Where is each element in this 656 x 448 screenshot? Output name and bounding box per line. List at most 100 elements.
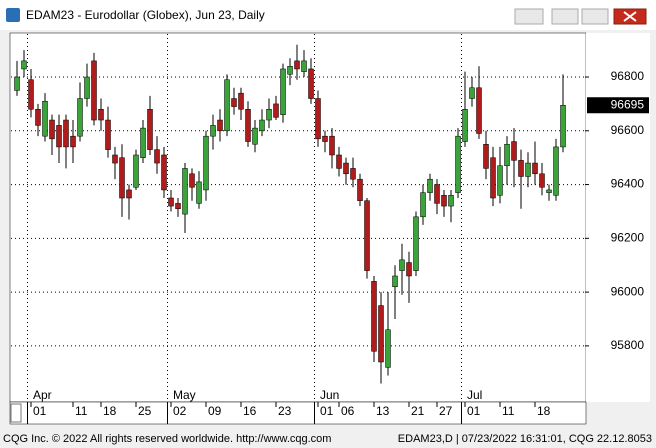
candle-body <box>119 157 125 199</box>
y-tick-label: 96800 <box>611 69 645 83</box>
app-icon <box>6 8 20 22</box>
candle-body <box>217 119 223 132</box>
candle-body <box>182 168 188 215</box>
candle-body <box>371 281 377 352</box>
candle-body <box>77 98 83 137</box>
candle-body <box>518 160 524 177</box>
candle-body <box>399 259 405 271</box>
candle-body <box>28 79 34 110</box>
candle-body <box>56 125 62 148</box>
candle-body <box>168 197 174 207</box>
x-tick-label: 23 <box>278 404 292 418</box>
candle-body <box>434 184 440 204</box>
footer-left: CQG Inc. © 2022 All rights reserved worl… <box>3 433 331 445</box>
candle-body <box>203 135 209 191</box>
x-tick-label: 11 <box>502 404 515 418</box>
candle-body <box>406 262 412 277</box>
candle-body <box>441 195 447 207</box>
candle-body <box>329 135 335 156</box>
footer-right: EDAM23,D | 07/23/2022 16:31:01, CQG 22.1… <box>398 433 652 445</box>
y-tick-label: 96200 <box>611 231 645 245</box>
candle-body <box>420 192 426 218</box>
candle-body <box>210 125 216 137</box>
candle-body <box>70 135 76 148</box>
x-tick-label: 02 <box>173 404 187 418</box>
candle-body <box>553 146 559 196</box>
candle-body <box>539 173 545 188</box>
candle-body <box>336 154 342 169</box>
candle-body <box>322 135 328 142</box>
candle-body <box>126 189 132 199</box>
candle-body <box>476 87 482 134</box>
x-tick-label: 25 <box>138 404 152 418</box>
candle-body <box>448 195 454 207</box>
close-icon <box>623 11 637 22</box>
candle-body <box>21 60 27 70</box>
candle-body <box>35 109 41 126</box>
candle-body <box>308 68 314 99</box>
price-axis <box>586 33 650 402</box>
candle-body <box>238 92 244 110</box>
scroll-handle[interactable] <box>10 403 22 423</box>
x-tick-label: 11 <box>75 404 88 418</box>
candle-body <box>364 200 370 271</box>
candle-body <box>112 154 118 164</box>
candle-body <box>315 98 321 140</box>
candle-body <box>546 189 552 193</box>
candle-body <box>490 157 496 199</box>
candle-body <box>294 60 300 70</box>
candle-body <box>147 109 153 150</box>
candle-body <box>231 98 237 107</box>
x-tick-label: 27 <box>439 404 453 418</box>
link-button[interactable] <box>514 8 544 25</box>
candle-body <box>497 165 503 196</box>
candle-body <box>483 143 489 169</box>
candle-body <box>392 275 398 287</box>
candle-body <box>427 178 433 193</box>
candle-body <box>259 119 265 132</box>
candle-body <box>84 76 90 99</box>
y-tick-label: 95800 <box>611 338 645 352</box>
candle-body <box>455 135 461 193</box>
candle-body <box>343 162 349 175</box>
month-label: Jul <box>467 388 482 402</box>
candle-body <box>532 162 538 175</box>
minimize-button[interactable] <box>551 8 579 25</box>
candle-body <box>350 168 356 180</box>
y-tick-label: 96400 <box>611 177 645 191</box>
last-price-label: 96695 <box>611 97 645 111</box>
x-tick-label: 01 <box>467 404 481 418</box>
x-tick-label: 21 <box>411 404 425 418</box>
title-bar <box>0 0 656 30</box>
restore-button[interactable] <box>581 8 609 25</box>
candle-body <box>385 329 391 368</box>
candle-body <box>413 216 419 271</box>
candle-body <box>161 154 167 191</box>
candle-body <box>189 173 195 188</box>
date-axis <box>9 401 587 425</box>
candle-body <box>63 119 69 148</box>
x-tick-label: 01 <box>320 404 334 418</box>
candle-body <box>140 127 146 158</box>
candle-body <box>154 149 160 164</box>
candle-body <box>252 127 258 145</box>
month-label: Jun <box>320 388 339 402</box>
candle-body <box>462 109 468 142</box>
candle-body <box>280 68 286 115</box>
last-price-box <box>587 97 649 114</box>
candle-body <box>133 154 139 188</box>
candle-body <box>469 87 475 99</box>
candle-body <box>105 119 111 150</box>
candle-body <box>273 103 279 118</box>
plot-area <box>9 32 587 403</box>
x-tick-label: 06 <box>341 404 355 418</box>
candle-body <box>266 109 272 121</box>
candle-body <box>196 181 202 204</box>
candle-body <box>287 66 293 75</box>
candle-body <box>42 100 48 137</box>
candle-body <box>98 109 104 121</box>
candle-body <box>504 143 510 166</box>
x-tick-label: 16 <box>243 404 257 418</box>
